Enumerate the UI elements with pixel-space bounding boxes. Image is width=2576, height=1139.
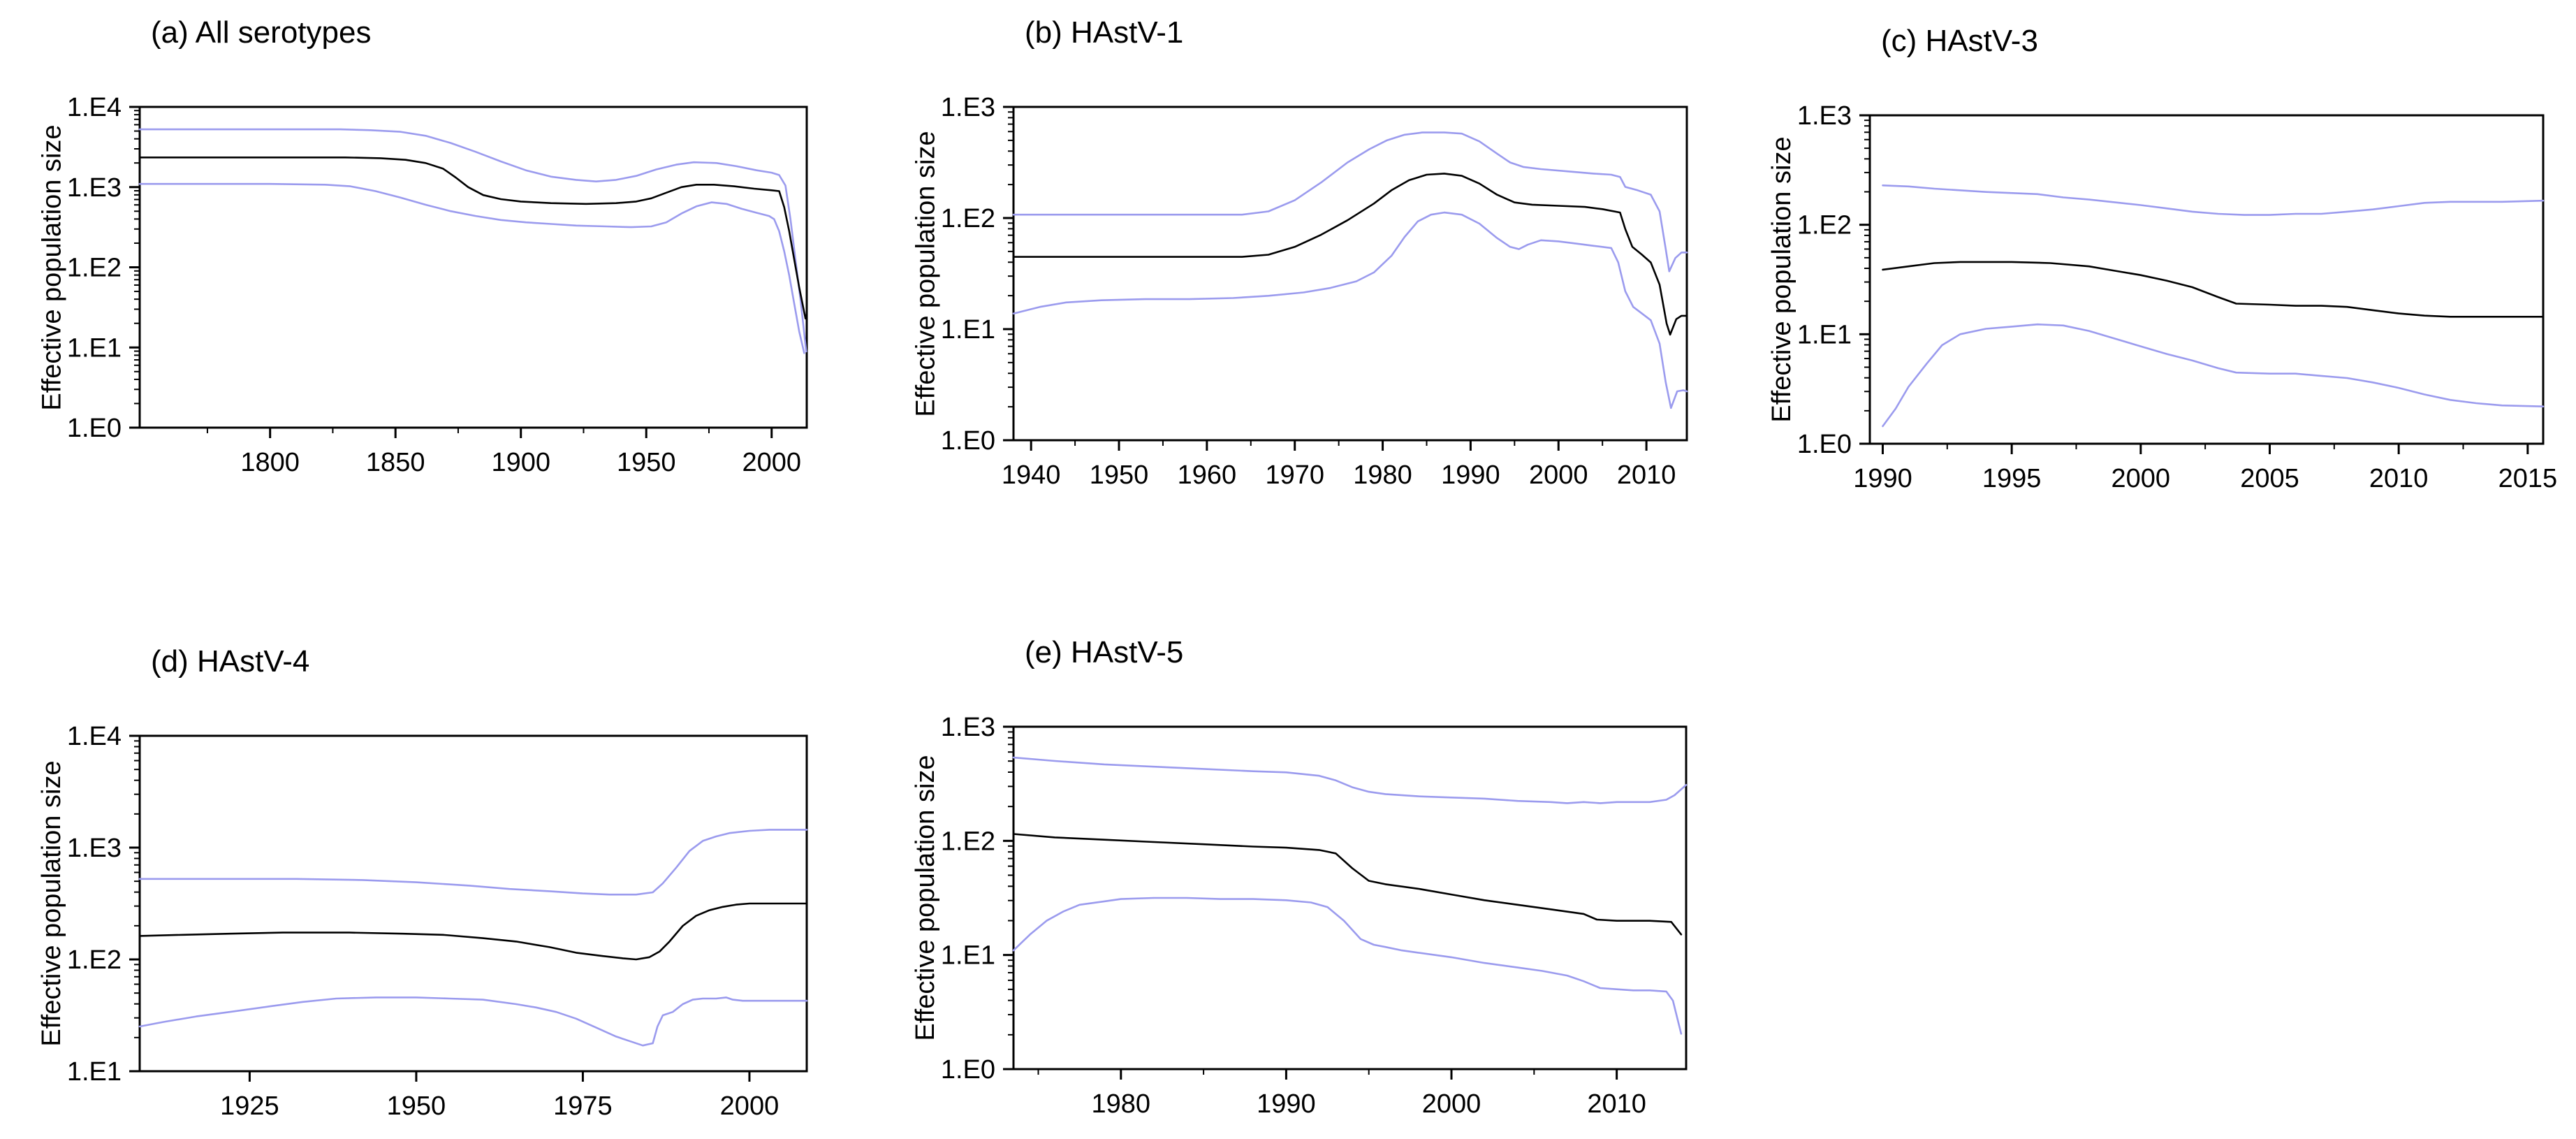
x-tick-label: 1975 xyxy=(553,1091,613,1121)
panel-title-e: (e) HAstV-5 xyxy=(1025,635,1184,669)
x-tick-label: 1970 xyxy=(1265,460,1324,490)
series-upper-95-hpd-b xyxy=(1012,131,1688,273)
x-tick-label: 1995 xyxy=(1982,464,2042,493)
x-tick-label: 1990 xyxy=(1257,1089,1316,1119)
x-tick-label: 1800 xyxy=(240,448,300,477)
x-tick-label: 1980 xyxy=(1353,460,1412,490)
y-tick-label: 1.E0 xyxy=(1797,430,1852,459)
series-lower-95-hpd-b xyxy=(1012,211,1688,409)
plot-frame-e xyxy=(1012,725,1688,1071)
x-tick-label: 1900 xyxy=(491,448,550,477)
series-lower-95-hpd-e xyxy=(1012,897,1683,1035)
plot-frame-b xyxy=(1012,106,1688,442)
y-axis-label-b: Effective population size xyxy=(911,130,940,417)
x-tick-label: 1980 xyxy=(1092,1089,1151,1119)
series-median-a xyxy=(138,157,807,320)
y-tick-label: 1.E2 xyxy=(67,945,122,975)
y-tick-label: 1.E1 xyxy=(1797,320,1852,349)
y-tick-label: 1.E0 xyxy=(941,426,995,456)
x-tick-label: 1990 xyxy=(1441,460,1500,490)
y-axis-label-c: Effective population size xyxy=(1767,136,1796,423)
y-tick-label: 1.E2 xyxy=(941,827,995,856)
y-tick-label: 1.E1 xyxy=(941,941,995,971)
y-tick-label: 1.E2 xyxy=(1797,211,1852,240)
x-tick-label: 1925 xyxy=(220,1091,279,1121)
y-tick-label: 1.E3 xyxy=(67,173,122,203)
y-tick-label: 1.E2 xyxy=(941,204,995,233)
x-tick-label: 1950 xyxy=(617,448,676,477)
y-tick-label: 1.E2 xyxy=(67,254,122,283)
y-tick-label: 1.E3 xyxy=(941,93,995,122)
x-tick-label: 2010 xyxy=(1587,1089,1646,1119)
y-axis-label-d: Effective population size xyxy=(37,760,66,1047)
x-tick-label: 1990 xyxy=(1853,464,1912,493)
y-tick-label: 1.E0 xyxy=(67,414,122,443)
y-axis-label-e: Effective population size xyxy=(911,755,940,1041)
y-tick-label: 1.E1 xyxy=(67,1057,122,1087)
panel-title-b: (b) HAstV-1 xyxy=(1025,15,1184,50)
x-tick-label: 1950 xyxy=(387,1091,446,1121)
series-upper-95-hpd-d xyxy=(138,829,808,896)
y-tick-label: 1.E0 xyxy=(941,1055,995,1084)
x-tick-label: 2000 xyxy=(1422,1089,1481,1119)
series-lower-95-hpd-a xyxy=(138,182,805,354)
x-tick-label: 2000 xyxy=(1529,460,1588,490)
y-tick-label: 1.E1 xyxy=(67,333,122,363)
series-median-b xyxy=(1012,173,1688,336)
series-median-c xyxy=(1882,261,2545,318)
x-tick-label: 1950 xyxy=(1090,460,1149,490)
plot-frame-c xyxy=(1868,114,2545,445)
series-upper-95-hpd-e xyxy=(1012,756,1688,804)
y-tick-label: 1.E4 xyxy=(67,722,122,751)
series-upper-95-hpd-a xyxy=(138,128,807,353)
x-tick-label: 1960 xyxy=(1178,460,1237,490)
x-tick-label: 2000 xyxy=(742,448,801,477)
series-lower-95-hpd-c xyxy=(1882,323,2545,428)
x-tick-label: 1940 xyxy=(1002,460,1061,490)
panel-title-a: (a) All serotypes xyxy=(151,15,372,50)
x-tick-label: 2015 xyxy=(2498,464,2558,493)
x-tick-label: 2000 xyxy=(2112,464,2171,493)
y-axis-label-a: Effective population size xyxy=(37,124,66,411)
y-tick-label: 1.E3 xyxy=(67,834,122,863)
plot-frame-d xyxy=(138,734,808,1073)
x-tick-label: 2010 xyxy=(1617,460,1676,490)
x-tick-label: 1850 xyxy=(366,448,425,477)
series-lower-95-hpd-d xyxy=(138,996,808,1047)
y-tick-label: 1.E3 xyxy=(1797,101,1852,131)
y-tick-label: 1.E4 xyxy=(67,93,122,122)
x-tick-label: 2010 xyxy=(2369,464,2429,493)
x-tick-label: 2005 xyxy=(2240,464,2299,493)
x-tick-label: 2000 xyxy=(720,1091,780,1121)
y-tick-label: 1.E3 xyxy=(941,713,995,742)
panel-title-d: (d) HAstV-4 xyxy=(151,644,310,679)
plot-frame-a xyxy=(138,106,808,429)
series-median-d xyxy=(138,902,808,961)
y-tick-label: 1.E1 xyxy=(941,315,995,344)
panel-title-c: (c) HAstV-3 xyxy=(1881,24,2038,58)
series-median-e xyxy=(1012,833,1683,936)
series-upper-95-hpd-c xyxy=(1882,184,2545,216)
